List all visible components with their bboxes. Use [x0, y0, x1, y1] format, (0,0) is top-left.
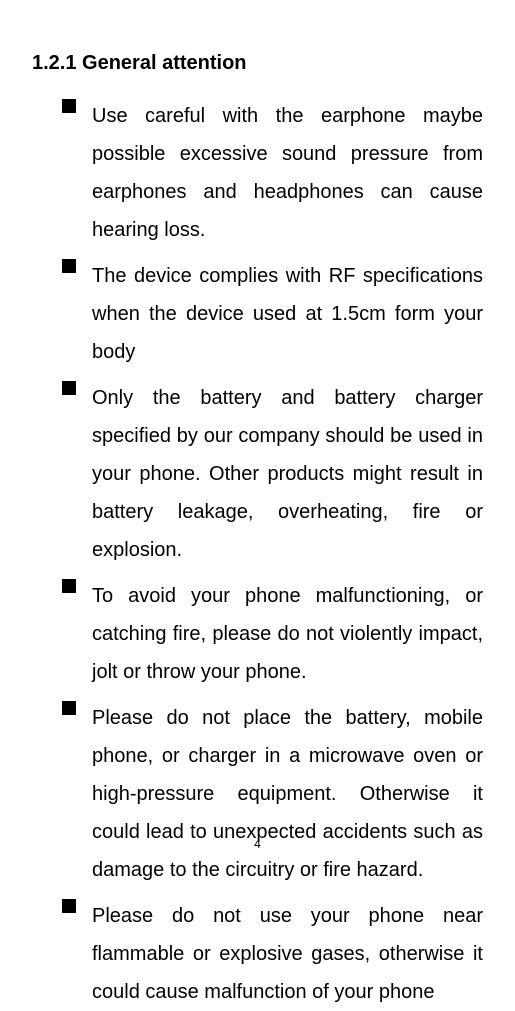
list-item: Use careful with the earphone maybe poss…: [62, 97, 483, 249]
list-item-text: The device complies with RF specificatio…: [92, 257, 483, 371]
attention-list: Use careful with the earphone maybe poss…: [32, 97, 483, 1011]
list-item: To avoid your phone malfunctioning, or c…: [62, 577, 483, 691]
bullet-square-icon: [62, 899, 76, 913]
list-item-text: Only the battery and battery charger spe…: [92, 379, 483, 569]
section-heading: 1.2.1 General attention: [32, 52, 483, 75]
list-item: The device complies with RF specificatio…: [62, 257, 483, 371]
list-item-text: To avoid your phone malfunctioning, or c…: [92, 577, 483, 691]
list-item-text: Use careful with the earphone maybe poss…: [92, 97, 483, 249]
bullet-square-icon: [62, 259, 76, 273]
list-item: Only the battery and battery charger spe…: [62, 379, 483, 569]
bullet-square-icon: [62, 99, 76, 113]
bullet-square-icon: [62, 579, 76, 593]
list-item-text: Please do not use your phone near flamma…: [92, 897, 483, 1011]
page-number: 4: [0, 837, 515, 851]
list-item-text: Please do not place the battery, mobile …: [92, 699, 483, 889]
list-item: Please do not use your phone near flamma…: [62, 897, 483, 1011]
list-item: Please do not place the battery, mobile …: [62, 699, 483, 889]
bullet-square-icon: [62, 701, 76, 715]
bullet-square-icon: [62, 381, 76, 395]
